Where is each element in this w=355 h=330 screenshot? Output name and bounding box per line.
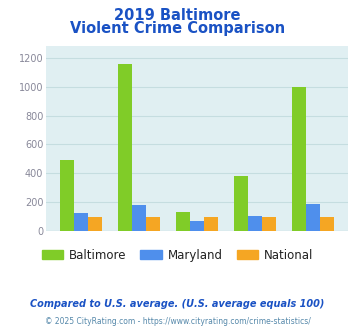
Legend: Baltimore, Maryland, National: Baltimore, Maryland, National — [37, 244, 318, 266]
Bar — [60, 160, 74, 231]
Bar — [190, 221, 204, 231]
Text: Compared to U.S. average. (U.S. average equals 100): Compared to U.S. average. (U.S. average … — [30, 299, 325, 309]
Bar — [88, 216, 102, 231]
Bar — [176, 212, 190, 231]
Bar — [292, 87, 306, 231]
Bar — [248, 216, 262, 231]
Bar — [306, 204, 320, 231]
Bar — [262, 216, 276, 231]
Text: 2019 Baltimore: 2019 Baltimore — [114, 8, 241, 23]
Text: Violent Crime Comparison: Violent Crime Comparison — [70, 21, 285, 36]
Bar — [74, 213, 88, 231]
Bar — [146, 216, 160, 231]
Bar — [234, 176, 248, 231]
Bar — [204, 216, 218, 231]
Bar — [132, 205, 146, 231]
Text: © 2025 CityRating.com - https://www.cityrating.com/crime-statistics/: © 2025 CityRating.com - https://www.city… — [45, 317, 310, 326]
Bar — [118, 63, 132, 231]
Bar — [320, 216, 334, 231]
